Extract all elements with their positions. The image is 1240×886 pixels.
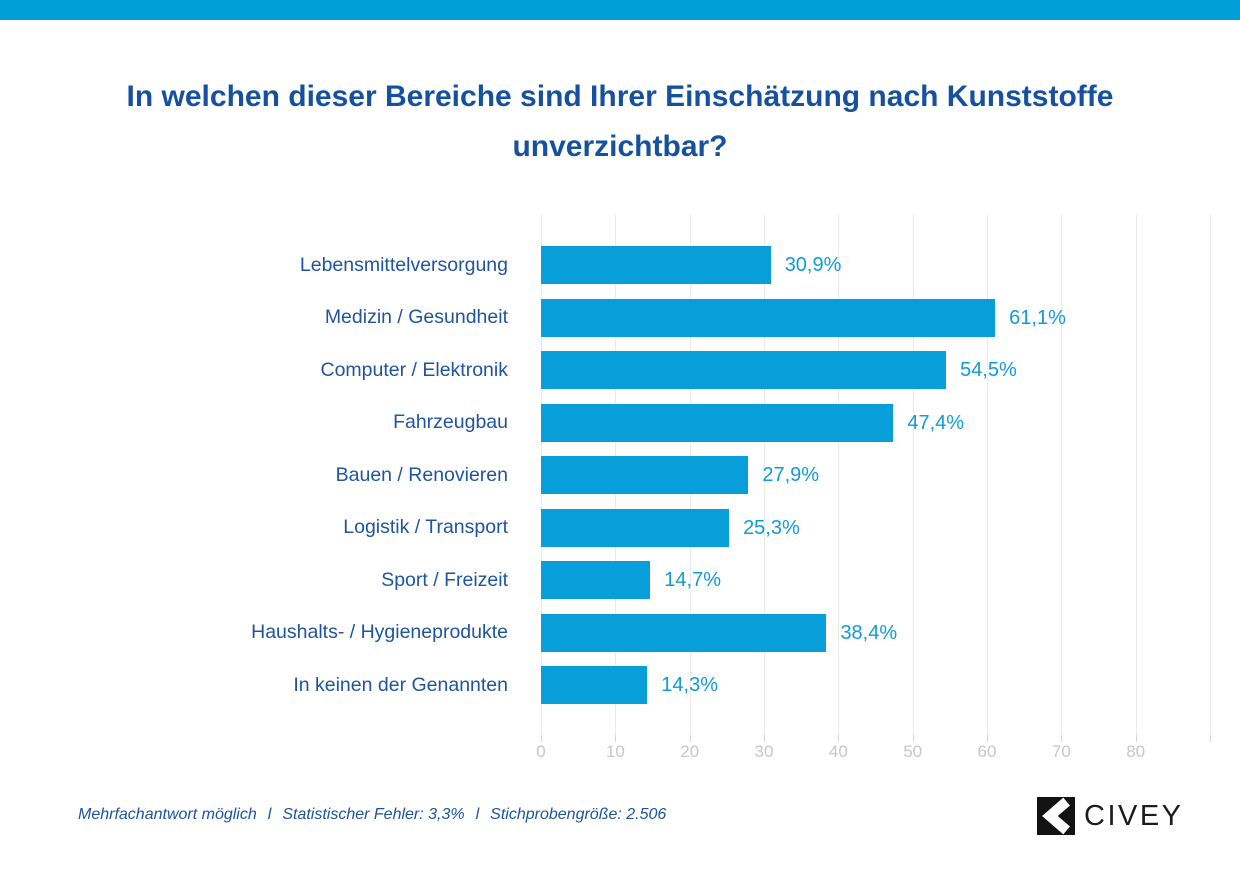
footnote-separator: l [475, 806, 480, 823]
axis-tick [838, 735, 840, 742]
value-label: 14,3% [661, 674, 718, 697]
axis-tick [764, 735, 765, 742]
bar [541, 613, 827, 652]
bar [541, 246, 771, 285]
bar-row: 61,1% [541, 292, 1231, 345]
axis-tick-label: 50 [903, 742, 923, 761]
value-label: 61,1% [1009, 306, 1066, 329]
x-axis-tick-labels: 0 10 20 30 40 50 60 70 80 [536, 742, 1240, 764]
axis-tick-label: 80 [1126, 742, 1146, 761]
footnote-note: Statistischer Fehler: 3,3% [282, 806, 465, 823]
category-label: Sport / Freizeit [381, 568, 508, 591]
bar [541, 456, 749, 495]
axis-tick-label: 10 [605, 742, 625, 761]
bar [541, 351, 947, 390]
axis-tick [1210, 735, 1211, 742]
value-label: 27,9% [762, 464, 820, 487]
axis-tick [541, 735, 542, 742]
bar [541, 508, 730, 547]
gridline [1061, 215, 1063, 735]
axis-tick-label: 40 [828, 742, 848, 761]
footnote: Mehrfachantwort möglich l Statistischer Fe… [78, 806, 666, 824]
category-label: Fahrzeugbau [393, 411, 508, 434]
category-label: Bauen / Renovieren [335, 463, 508, 486]
chart-title: In welchen dieser Bereiche sind Ihrer Ei… [126, 80, 1114, 163]
gridline [838, 215, 840, 735]
axis-tick [1135, 735, 1137, 742]
top-accent-bar [0, 0, 1240, 20]
axis-tick-label: 0 [536, 742, 546, 761]
axis-tick [689, 735, 691, 742]
value-label: 38,4% [840, 621, 898, 644]
bar-row: 47,4% [541, 397, 1231, 450]
value-label: 25,3% [743, 516, 800, 539]
axis-tick-label: 20 [680, 742, 700, 761]
gridline [764, 215, 765, 735]
axis-tick-label: 60 [977, 742, 997, 761]
bar-row: 30,9% [541, 239, 1231, 292]
gridline [987, 215, 988, 735]
axis-tick [1061, 735, 1063, 742]
bar [541, 403, 894, 442]
value-label: 14,7% [664, 569, 721, 592]
bar-row: 25,3% [541, 502, 1231, 555]
bar-row: 27,9% [541, 449, 1231, 502]
footnote-note: Mehrfachantwort möglich [78, 806, 257, 823]
value-label: 54,5% [960, 359, 1017, 382]
gridline [1210, 215, 1211, 735]
civey-logo-icon [1037, 797, 1075, 835]
bar-row: 54,5% [541, 344, 1231, 397]
axis-tick [987, 735, 988, 742]
value-label: 30,9% [784, 254, 842, 277]
bar [541, 298, 996, 337]
bar-row: 38,4% [541, 607, 1231, 660]
axis-tick-label: 70 [1051, 742, 1071, 761]
category-label: Medizin / Gesundheit [324, 306, 508, 329]
gridline [1135, 215, 1137, 735]
brand-logo: CIVEY [1037, 797, 1184, 835]
bars-column: 30,9% 61,1% 54,5% 47,4% 27,9% 25,3% 14,7% 38,4%… [541, 239, 1231, 712]
axis-tick [615, 735, 617, 742]
value-label: 47,4% [907, 411, 965, 434]
bar [541, 666, 648, 705]
gridline [912, 215, 914, 735]
bar-row: 14,7% [541, 554, 1231, 607]
category-label: In keinen der Genannten [293, 673, 508, 696]
category-label: Computer / Elektronik [320, 358, 509, 381]
category-label: Haushalts- / Hygieneprodukte [251, 621, 508, 644]
bar [541, 561, 651, 600]
axis-tick [912, 735, 914, 742]
brand-name: CIVEY [1084, 800, 1184, 832]
axis-tick-label: 30 [754, 742, 774, 761]
category-label: Logistik / Transport [343, 516, 508, 539]
footnote-separator: l [267, 806, 272, 823]
bar-row: 14,3% [541, 659, 1231, 712]
category-labels-column: Lebensmittelversorgung Medizin / Gesundhe… [60, 239, 508, 712]
category-label: Lebensmittelversorgung [299, 253, 508, 276]
footnote-note: Stichprobengröße: 2.506 [490, 806, 667, 823]
